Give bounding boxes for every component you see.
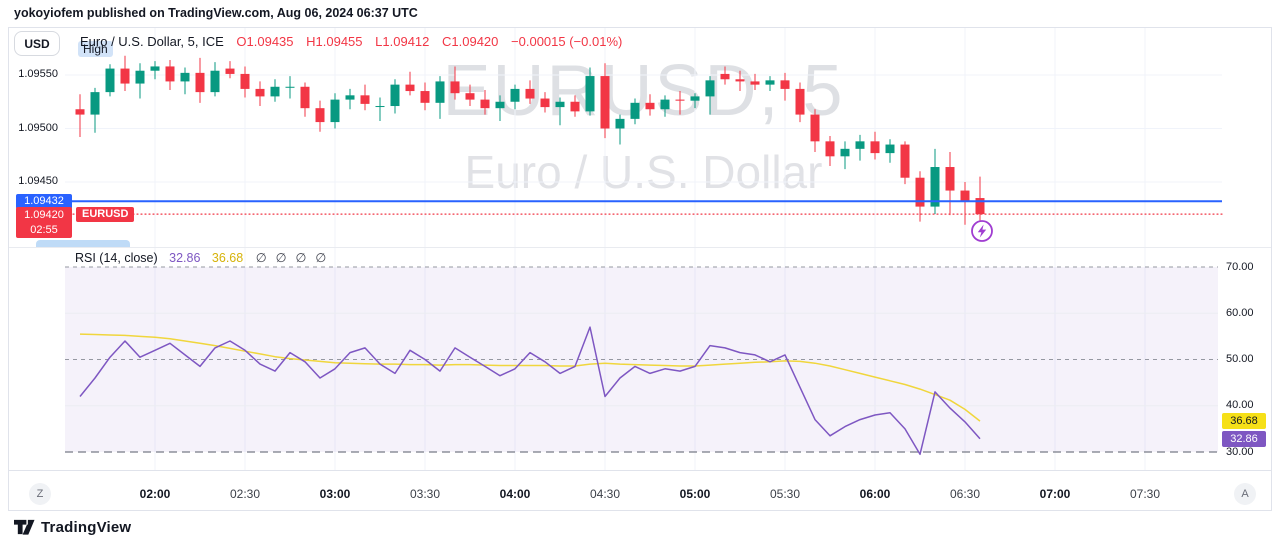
price-label: 1.09500 bbox=[18, 121, 58, 134]
ohlc-change: −0.00015 (−0.01%) bbox=[511, 34, 623, 49]
tradingview-mark-icon bbox=[14, 519, 35, 535]
ohlc-high: H1.09455 bbox=[306, 34, 363, 49]
symbol-title: Euro / U.S. Dollar, 5, ICE bbox=[80, 34, 224, 49]
last-price-badge: 1.09432 bbox=[16, 193, 72, 209]
symbol-legend[interactable]: Euro / U.S. Dollar, 5, ICE O1.09435 H1.0… bbox=[80, 34, 622, 49]
ohlc-low: L1.09412 bbox=[375, 34, 430, 49]
rsi-hidden-plot-icon: ∅ bbox=[275, 251, 287, 265]
time-axis-border bbox=[9, 470, 1271, 471]
time-label: 03:30 bbox=[409, 487, 441, 501]
rsi-scale-label: 60.00 bbox=[1226, 306, 1254, 319]
chart-widget-frame bbox=[8, 27, 1272, 511]
time-label: 06:30 bbox=[949, 487, 981, 501]
time-label: 04:00 bbox=[499, 487, 531, 501]
rsi-scale-label: 50.00 bbox=[1226, 353, 1254, 365]
rsi-scale-label: 30.00 bbox=[1226, 445, 1254, 458]
published-attribution: yokoyiofem published on TradingView.com,… bbox=[14, 6, 418, 20]
time-label: 02:00 bbox=[139, 487, 171, 501]
time-label: 03:00 bbox=[319, 487, 351, 501]
ohlc-close: C1.09420 bbox=[442, 34, 499, 49]
time-label: 05:30 bbox=[769, 487, 801, 501]
rsi-ma-value: 36.68 bbox=[211, 251, 244, 265]
timezone-button[interactable]: Z bbox=[29, 483, 51, 505]
symbol-price-tag: EURUSD bbox=[76, 206, 135, 222]
rsi-value: 32.86 bbox=[169, 251, 201, 265]
price-label: 1.09450 bbox=[18, 175, 58, 187]
time-label: 02:30 bbox=[229, 487, 261, 501]
rsi-hidden-plot-icon: ∅ bbox=[255, 251, 267, 265]
price-label: 1.09550 bbox=[18, 68, 58, 80]
scale-highlight-strip bbox=[36, 240, 130, 247]
time-label: 07:00 bbox=[1039, 487, 1071, 501]
time-label: 07:30 bbox=[1129, 487, 1161, 501]
countdown-price-badge: 1.09420 02:55 bbox=[16, 207, 72, 239]
rsi-scale-label: 70.00 bbox=[1226, 260, 1254, 273]
ohlc-open: O1.09435 bbox=[236, 34, 294, 49]
tradingview-wordmark: TradingView bbox=[41, 518, 132, 536]
countdown-price: 1.09420 bbox=[24, 208, 64, 221]
time-label: 05:00 bbox=[679, 487, 711, 501]
high-tooltip: High bbox=[78, 41, 113, 57]
time-label: 06:00 bbox=[859, 487, 891, 501]
rsi-title: RSI (14, close) bbox=[75, 251, 158, 265]
auto-scale-button[interactable]: A bbox=[1234, 483, 1256, 505]
rsi-value-badge: 32.86 bbox=[1222, 430, 1266, 447]
rsi-hidden-plot-icon: ∅ bbox=[315, 251, 327, 265]
countdown-time: 02:55 bbox=[30, 223, 58, 236]
lightning-marker-icon[interactable] bbox=[969, 218, 995, 244]
currency-usd-button[interactable]: USD bbox=[14, 31, 60, 56]
pane-separator[interactable] bbox=[9, 247, 1271, 248]
time-label: 04:30 bbox=[589, 487, 621, 501]
rsi-ma-badge: 36.68 bbox=[1222, 413, 1266, 430]
tradingview-logo[interactable]: TradingView bbox=[14, 518, 131, 536]
rsi-scale-label: 40.00 bbox=[1226, 399, 1254, 412]
rsi-hidden-plot-icon: ∅ bbox=[295, 251, 307, 265]
rsi-legend[interactable]: RSI (14, close) 32.86 36.68 ∅ ∅ ∅ ∅ bbox=[75, 250, 326, 265]
